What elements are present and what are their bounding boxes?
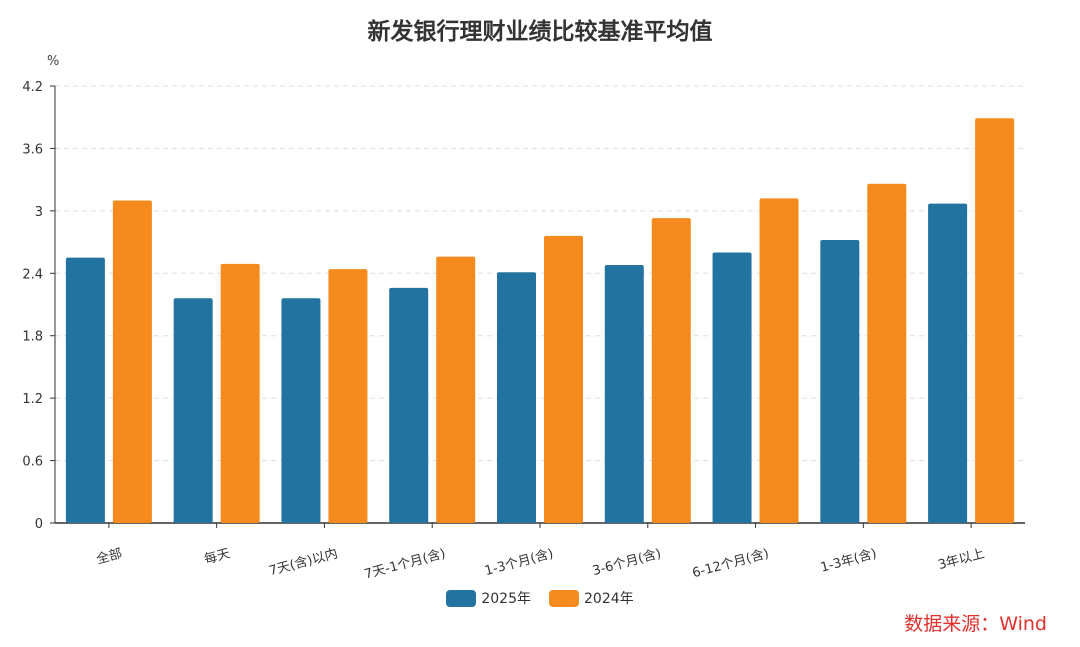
x-tick-label: 1-3个月(含) [483,545,555,579]
x-tick-label: 7天-1个月(含) [363,545,448,582]
bar-2025 [820,239,860,523]
bar-2024 [436,256,476,523]
x-tick-label: 1-3年(含) [819,545,879,575]
bar-2025 [389,287,429,523]
y-tick-label: 1.2 [22,392,43,407]
bar-2024 [975,118,1015,523]
bar-2024 [112,200,152,523]
bar-2025 [604,264,644,523]
bar-2024 [867,183,907,524]
y-tick-label: 1.8 [22,330,43,345]
bar-2025 [173,298,213,523]
legend-swatch-2024 [549,589,579,607]
x-tick-label: 3年以上 [937,546,987,573]
bar-2025 [928,203,968,524]
legend-label-2024: 2024年 [584,591,634,607]
legend-label-2025: 2025年 [481,591,531,607]
bar-2024 [544,235,583,524]
y-tick-label: 0 [35,517,43,532]
chart-title: 新发银行理财业绩比较基准平均值 [367,19,713,45]
legend-item-2024[interactable]: 2024年 [549,588,634,608]
y-tick-label: 0.6 [22,455,43,470]
chart-legend: 2025年 2024年 [0,588,1080,608]
y-axis-unit-label: % [47,54,60,69]
y-tick-label: 3 [35,205,43,220]
bar-2025 [497,272,536,523]
bar-2025 [712,252,752,523]
bar-2024 [651,218,691,523]
x-tick-label: 6-12个月(含) [690,545,770,581]
x-tick-label: 每天 [202,545,231,567]
data-source-label: 数据来源：Wind [904,613,1047,635]
legend-swatch-2025 [446,589,477,607]
legend-item-2025[interactable]: 2025年 [446,588,531,608]
bar-2025 [65,257,105,523]
y-tick-label: 4.2 [22,80,43,95]
x-tick-label: 3-6个月(含) [591,545,663,579]
bar-2024 [759,198,799,523]
bar-2024 [328,269,368,523]
y-tick-label: 3.6 [22,142,43,157]
y-tick-label: 2.4 [22,267,43,282]
bar-2025 [281,298,321,523]
x-tick-label: 全部 [95,545,124,567]
bar-2024 [220,263,260,523]
x-tick-label: 7天(含)以内 [267,545,339,579]
